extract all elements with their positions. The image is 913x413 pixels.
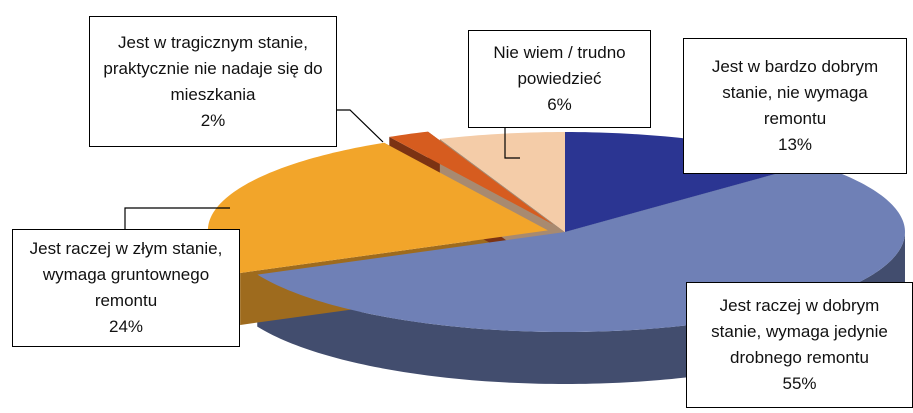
value-label: 13%	[777, 135, 813, 154]
leader-line	[504, 128, 520, 159]
leader-line	[336, 109, 384, 143]
leader-line	[124, 207, 230, 229]
category-label: Jest w tragicznym stanie, praktycznie ni…	[103, 32, 323, 104]
slice	[207, 142, 548, 273]
category-label: Jest w bardzo dobrym stanie, nie wymaga …	[711, 57, 879, 128]
value-label: 55%	[782, 374, 817, 393]
data-label: Nie wiem / trudno powiedzieć 6%	[468, 30, 651, 128]
slice	[389, 131, 554, 225]
data-label: Jest raczej w dobrym stanie, wymaga jedy…	[686, 282, 913, 408]
data-label: Jest w tragicznym stanie, praktycznie ni…	[89, 16, 337, 147]
value-label: 2%	[200, 110, 226, 130]
category-label: Jest raczej w złym stanie, wymaga grunto…	[29, 239, 223, 310]
data-label: Jest raczej w złym stanie, wymaga grunto…	[12, 229, 240, 347]
value-label: 24%	[108, 317, 144, 336]
value-label: 6%	[547, 95, 572, 114]
data-label: Jest w bardzo dobrym stanie, nie wymaga …	[683, 38, 907, 174]
category-label: Nie wiem / trudno powiedzieć	[493, 43, 626, 88]
slice	[439, 132, 565, 232]
category-label: Jest raczej w dobrym stanie, wymaga jedy…	[711, 296, 888, 367]
